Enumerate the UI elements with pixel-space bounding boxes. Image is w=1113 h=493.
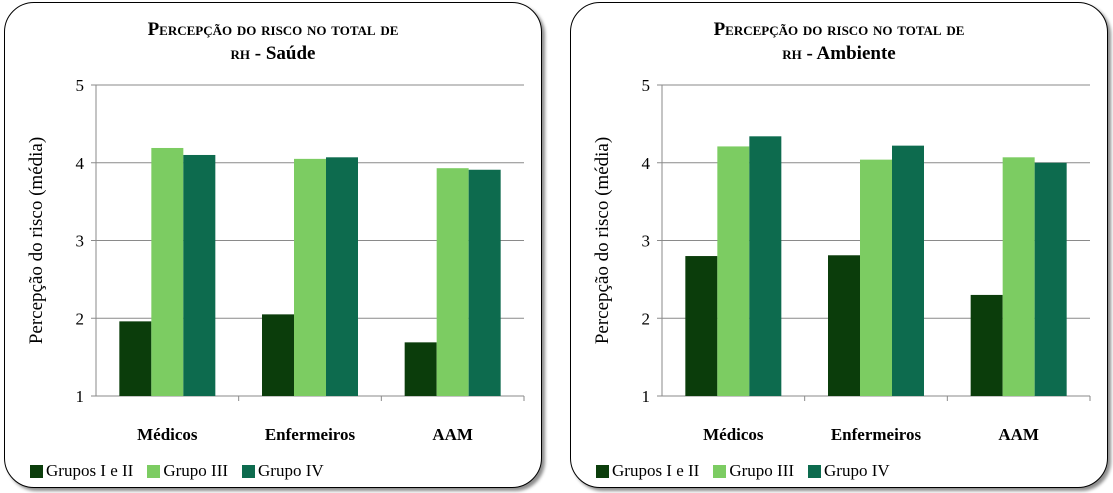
legend-item: Grupos I e II bbox=[30, 461, 133, 481]
legend-item: Grupo III bbox=[713, 461, 794, 481]
legend-item: Grupo IV bbox=[808, 461, 890, 481]
y-tick-label: 4 bbox=[76, 154, 85, 173]
y-tick-label: 3 bbox=[76, 232, 85, 251]
bar-chart-ambiente: 1 2 3 4 5 Percepção do risco (média) Médicos En… bbox=[592, 76, 1091, 444]
bar bbox=[970, 294, 1003, 396]
legend-label: Grupos I e II bbox=[46, 461, 134, 480]
legend-item: Grupos I e II bbox=[596, 461, 699, 481]
x-tick-label: AAM bbox=[432, 425, 473, 444]
chart-title-suffix: - Saúde bbox=[250, 43, 316, 64]
bar bbox=[685, 256, 718, 396]
chart-title: Percepção do risco no total de rh - Ambi… bbox=[570, 18, 1108, 66]
bar bbox=[119, 321, 152, 396]
legend-swatch bbox=[596, 464, 609, 478]
chart-title-rh: rh bbox=[782, 43, 802, 64]
bar bbox=[749, 136, 782, 396]
bar bbox=[717, 146, 750, 396]
bar bbox=[860, 159, 892, 396]
legend-item: Grupo IV bbox=[242, 461, 324, 481]
legend-label: Grupo III bbox=[163, 461, 229, 480]
bar-chart-saude: 1 2 3 4 5 Percepção do risco (média) Médicos En… bbox=[26, 76, 525, 444]
x-tick-label: Enfermeiros bbox=[831, 425, 922, 444]
y-tick-label: 4 bbox=[642, 154, 651, 173]
chart-panel-saude: Percepção do risco no total de rh - Saúd… bbox=[4, 2, 542, 488]
x-tick-label: AAM bbox=[998, 425, 1039, 444]
chart-title-line1: Percepção do risco no total de bbox=[713, 19, 965, 40]
bar bbox=[468, 169, 501, 396]
bar bbox=[294, 158, 326, 396]
chart-title-line1: Percepção do risco no total de bbox=[147, 19, 399, 40]
bar bbox=[404, 342, 437, 396]
bar bbox=[326, 157, 358, 396]
bar bbox=[892, 145, 924, 396]
chart-title: Percepção do risco no total de rh - Saúd… bbox=[4, 18, 542, 66]
y-tick-label: 5 bbox=[76, 76, 85, 95]
chart-title-suffix: - Ambiente bbox=[801, 43, 896, 64]
legend-label: Grupos I e II bbox=[612, 461, 700, 480]
legend-swatch bbox=[808, 464, 822, 478]
y-axis-label: Percepção do risco (média) bbox=[592, 137, 613, 344]
chart-legend: Grupos I e II Grupo III Grupo IV bbox=[596, 460, 904, 482]
bar bbox=[1002, 157, 1035, 396]
x-tick-label: Médicos bbox=[137, 425, 198, 444]
y-tick-label: 3 bbox=[642, 232, 651, 251]
bar bbox=[436, 168, 469, 396]
bar bbox=[183, 154, 216, 396]
y-tick-label: 2 bbox=[642, 309, 651, 328]
legend-item: Grupo III bbox=[147, 461, 228, 481]
legend-label: Grupo III bbox=[729, 461, 795, 480]
bar bbox=[262, 314, 294, 396]
y-tick-label: 1 bbox=[642, 387, 651, 406]
legend-label: Grupo IV bbox=[258, 461, 324, 480]
x-tick-label: Médicos bbox=[703, 425, 764, 444]
bar bbox=[151, 147, 184, 396]
legend-swatch bbox=[30, 464, 43, 478]
legend-swatch bbox=[713, 464, 727, 478]
y-tick-label: 5 bbox=[642, 76, 651, 95]
y-axis-label: Percepção do risco (média) bbox=[26, 137, 47, 344]
y-tick-label: 2 bbox=[76, 309, 85, 328]
legend-swatch bbox=[242, 464, 256, 478]
chart-title-rh: rh bbox=[230, 43, 251, 64]
bar bbox=[828, 255, 860, 396]
chart-panel-ambiente: Percepção do risco no total de rh - Ambi… bbox=[570, 2, 1108, 488]
bar bbox=[1034, 162, 1067, 396]
legend-label: Grupo IV bbox=[824, 461, 890, 480]
legend-swatch bbox=[147, 464, 161, 478]
x-tick-label: Enfermeiros bbox=[265, 425, 356, 444]
chart-legend: Grupos I e II Grupo III Grupo IV bbox=[30, 460, 338, 482]
y-tick-label: 1 bbox=[76, 387, 85, 406]
